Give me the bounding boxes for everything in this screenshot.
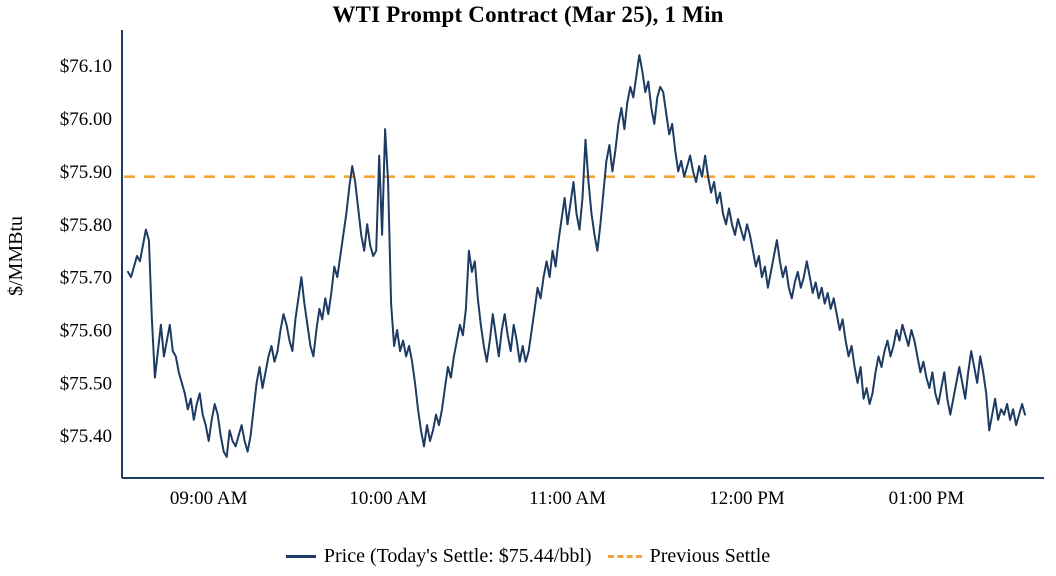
x-tick-label: 10:00 AM: [349, 488, 427, 509]
price-line: [127, 54, 1026, 458]
x-tick-label: 09:00 AM: [170, 488, 248, 509]
y-tick-label: $76.00: [60, 109, 112, 130]
y-tick-label: $75.60: [60, 321, 112, 342]
y-tick-label: $75.50: [60, 373, 112, 394]
chart-title: WTI Prompt Contract (Mar 25), 1 Min: [332, 2, 724, 27]
legend-item-previous-settle: Previous Settle: [607, 545, 771, 568]
x-tick-label: 12:00 PM: [709, 488, 785, 509]
chart-legend: Price (Today's Settle: $75.44/bbl) Previ…: [0, 545, 1056, 568]
y-tick-label: $75.70: [60, 268, 112, 289]
legend-item-price: Price (Today's Settle: $75.44/bbl): [285, 545, 592, 568]
y-tick-label: $76.10: [60, 56, 112, 77]
x-tick-label: 01:00 PM: [889, 488, 965, 509]
y-axis-title: $/MMBtu: [5, 216, 27, 296]
x-tick-label: 11:00 AM: [529, 488, 606, 509]
y-tick-label: $75.90: [60, 162, 112, 183]
y-tick-label: $75.40: [60, 426, 112, 447]
legend-previous-settle-label: Previous Settle: [649, 545, 771, 567]
y-tick-label: $75.80: [60, 215, 112, 236]
price-line-swatch-icon: [285, 555, 316, 558]
previous-settle-swatch-icon: [607, 555, 642, 558]
legend-price-label: Price (Today's Settle: $75.44/bbl): [323, 545, 592, 567]
